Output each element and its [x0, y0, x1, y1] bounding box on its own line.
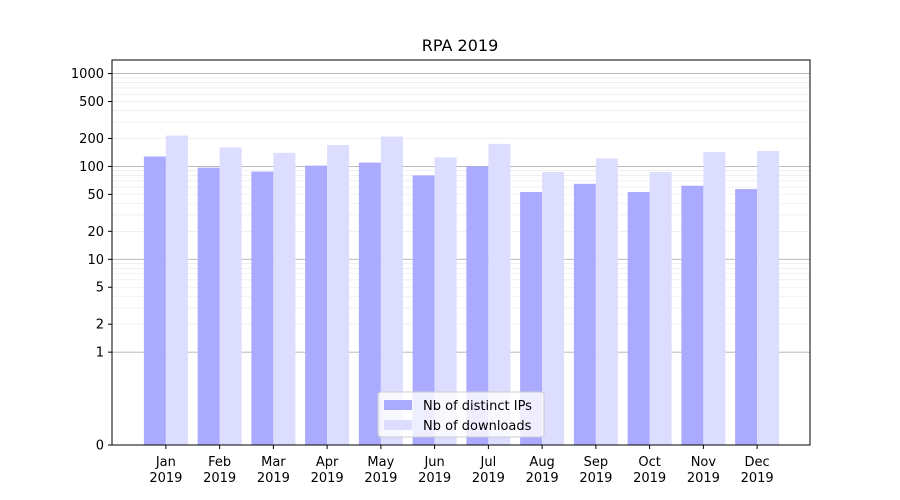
legend-swatch [384, 400, 412, 410]
y-tick-label: 200 [79, 132, 104, 147]
bar-distinct-ips [197, 167, 220, 445]
x-tick-label-year: 2019 [687, 471, 720, 486]
x-tick-label-year: 2019 [149, 471, 182, 486]
y-tick-label: 2 [96, 318, 104, 333]
legend: Nb of distinct IPs Nb of downloads [377, 391, 545, 438]
bar-downloads [219, 147, 242, 445]
x-tick-label-year: 2019 [633, 471, 666, 486]
bar-distinct-ips [251, 171, 274, 446]
x-tick-label-month: Oct [638, 455, 660, 470]
bar-downloads [649, 172, 672, 445]
x-axis: Jan2019Feb2019Mar2019Apr2019May2019Jun20… [149, 445, 774, 486]
y-tick-label: 100 [79, 160, 104, 175]
y-tick-label: 1000 [71, 67, 104, 82]
bar-downloads [165, 135, 188, 445]
x-tick-label-year: 2019 [579, 471, 612, 486]
bar-downloads [542, 172, 565, 445]
bar-downloads [703, 152, 726, 445]
bar-distinct-ips [520, 192, 543, 445]
legend-swatch [384, 420, 412, 430]
legend-box [377, 391, 545, 438]
x-tick-label-year: 2019 [364, 471, 397, 486]
y-tick-label: 10 [87, 253, 104, 268]
y-tick-label: 50 [87, 188, 104, 203]
bar-distinct-ips [143, 156, 166, 445]
plot-frame [111, 59, 811, 446]
bar-downloads [380, 136, 403, 445]
x-tick-label-year: 2019 [203, 471, 236, 486]
x-tick-label-year: 2019 [741, 471, 774, 486]
y-tick-label: 0 [96, 439, 104, 454]
bar-distinct-ips [627, 192, 650, 445]
x-tick-label-month: Nov [691, 455, 717, 470]
bar-downloads [757, 150, 780, 445]
x-tick-label-month: May [367, 455, 394, 470]
y-tick-label: 1 [96, 346, 104, 361]
x-tick-label-month: Jun [423, 455, 444, 470]
bar-distinct-ips [466, 166, 489, 446]
x-tick-label-month: Mar [261, 455, 286, 470]
x-tick-label-month: Feb [208, 455, 231, 470]
legend-label: Nb of downloads [423, 419, 532, 434]
x-tick-label-month: Aug [529, 455, 554, 470]
x-tick-label-year: 2019 [418, 471, 451, 486]
x-tick-label-year: 2019 [311, 471, 344, 486]
bar-downloads [488, 143, 511, 445]
bar-distinct-ips [305, 165, 328, 446]
x-tick-label-year: 2019 [257, 471, 290, 486]
bar-downloads [327, 145, 350, 445]
bar-downloads [434, 157, 457, 446]
y-tick-label: 20 [87, 225, 104, 240]
bar-distinct-ips [573, 183, 596, 446]
x-tick-label-year: 2019 [472, 471, 505, 486]
y-tick-label: 500 [79, 95, 104, 110]
bar-distinct-ips [735, 189, 758, 445]
bars [143, 135, 780, 446]
x-tick-label-month: Jul [480, 455, 497, 470]
x-tick-label-month: Dec [745, 455, 770, 470]
bar-distinct-ips [358, 162, 381, 446]
legend-label: Nb of distinct IPs [423, 399, 532, 414]
bar-downloads [273, 152, 296, 445]
y-axis: 0 1 2 5 10 20 50 100 200 500 1000 [71, 67, 112, 454]
bar-downloads [595, 158, 618, 445]
bar-distinct-ips [681, 185, 704, 445]
x-tick-label-month: Jan [155, 455, 176, 470]
x-tick-label-month: Apr [316, 455, 339, 470]
bar-distinct-ips [412, 175, 435, 446]
chart-title: RPA 2019 [422, 36, 499, 55]
y-tick-label: 5 [96, 281, 104, 296]
x-tick-label-month: Sep [584, 455, 609, 470]
x-tick-label-year: 2019 [526, 471, 559, 486]
